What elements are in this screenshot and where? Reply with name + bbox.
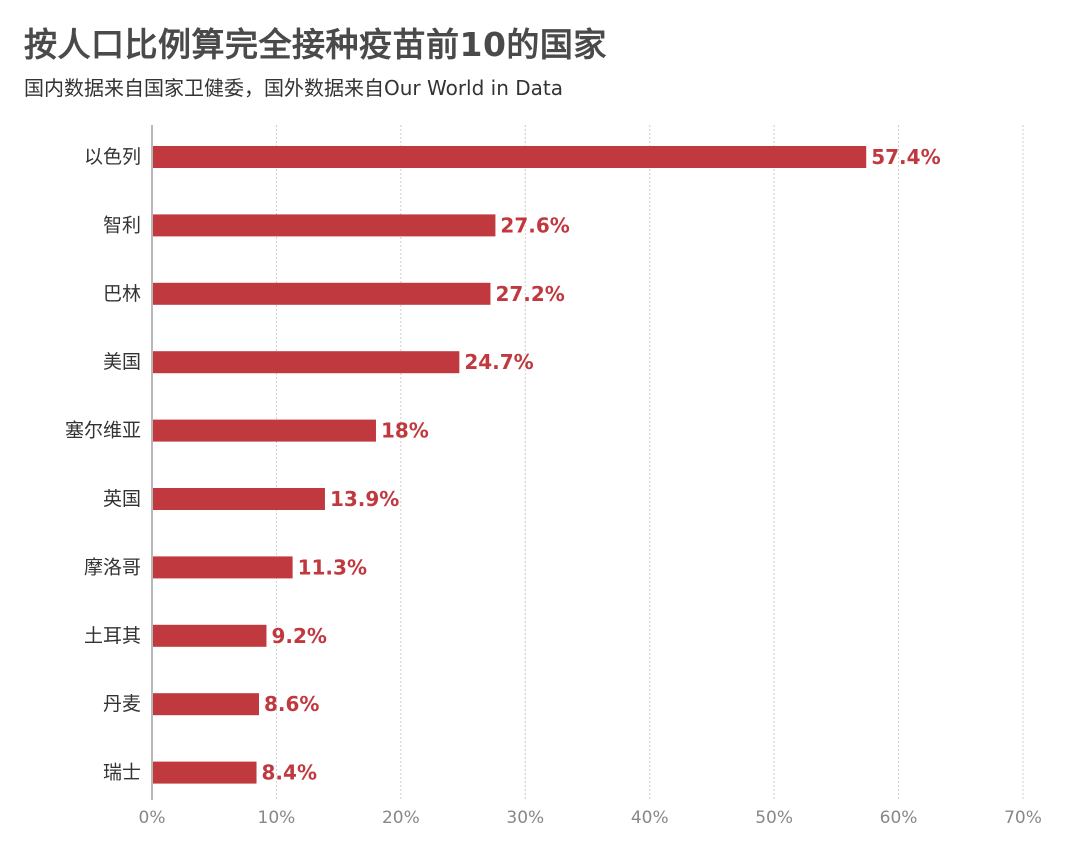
bars (153, 146, 867, 784)
chart-subtitle: 国内数据来自国家卫健委，国外数据来自Our World in Data (24, 76, 564, 100)
category-label: 塞尔维亚 (65, 420, 141, 442)
x-tick-label: 0% (139, 808, 166, 828)
x-tick-label: 20% (382, 808, 420, 828)
category-label: 巴林 (103, 283, 141, 305)
value-label: 24.7% (464, 350, 533, 374)
category-label: 瑞士 (103, 762, 141, 784)
category-label: 丹麦 (103, 693, 141, 715)
value-label: 11.3% (298, 555, 367, 579)
x-tick-label: 70% (1004, 808, 1042, 828)
bar (153, 693, 260, 716)
value-label: 18% (381, 419, 429, 443)
x-tick-label: 60% (880, 808, 918, 828)
bar (153, 282, 491, 305)
bar (153, 624, 267, 647)
value-label: 27.6% (500, 213, 569, 237)
value-label: 9.2% (271, 624, 326, 648)
value-label: 57.4% (871, 145, 940, 169)
chart-title: 按人口比例算完全接种疫苗前10的国家 (24, 25, 607, 64)
bar (153, 214, 496, 237)
bar (153, 761, 257, 784)
bar (153, 419, 376, 442)
category-label: 美国 (103, 351, 141, 373)
x-tick-label: 30% (506, 808, 544, 828)
bar (153, 488, 325, 510)
bar (153, 556, 293, 579)
value-labels: 57.4% 27.6% 27.2% 24.7% 18% 13.9% 11.3% 9.2% 8.6… (262, 145, 941, 785)
category-label: 摩洛哥 (84, 556, 141, 578)
bar (153, 146, 867, 168)
grid-lines (275, 125, 1024, 800)
category-label: 土耳其 (84, 625, 141, 647)
bar (153, 351, 460, 374)
x-tick-label: 50% (755, 808, 793, 828)
category-label: 以色列 (84, 146, 141, 168)
x-tick-label: 10% (258, 808, 296, 828)
value-label: 8.4% (262, 761, 317, 785)
value-label: 27.2% (495, 282, 564, 306)
x-tick-label: 40% (631, 808, 669, 828)
x-tick-labels: 0% 10% 20% 30% 40% 50% 60% 70% (139, 808, 1042, 828)
value-label: 13.9% (330, 487, 399, 511)
category-label: 智利 (103, 214, 141, 236)
value-label: 8.6% (264, 692, 319, 716)
category-label: 英国 (103, 488, 141, 510)
